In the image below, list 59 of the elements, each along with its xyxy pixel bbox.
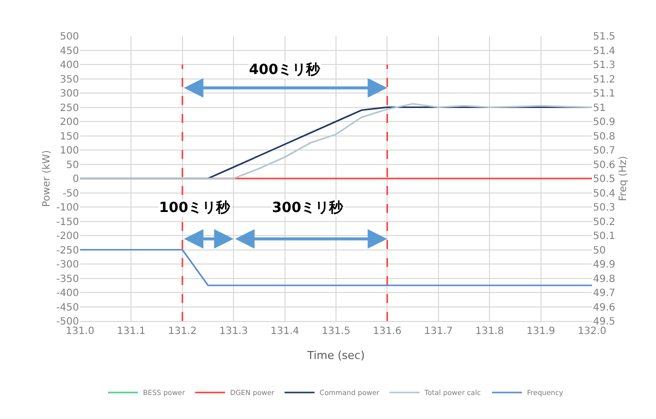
annotation: 300ミリ秒: [272, 200, 344, 216]
y-tick-label: 50: [66, 160, 79, 171]
y-tick-label: -350: [56, 274, 79, 285]
x-tick-label: 131.8: [475, 326, 504, 337]
annotation: 100ミリ秒: [159, 200, 232, 216]
x-tick-label: 131.1: [116, 326, 146, 337]
x-tick-label: 131.9: [526, 326, 556, 337]
y2-tick-label: 50.4: [593, 188, 616, 200]
y-tick-label: -150: [56, 216, 79, 228]
y-tick-label: -100: [56, 202, 79, 214]
y2-tick-label: 50.8: [593, 131, 616, 142]
x-tick-label: 131.4: [270, 326, 300, 337]
x-tick-label: 132.0: [578, 326, 606, 337]
y2-tick-label: 50.9: [593, 117, 616, 128]
y-tick-label: 250: [60, 102, 79, 114]
y2-tick-label: 50: [593, 245, 606, 256]
y2-tick-label: 51.4: [593, 46, 616, 57]
y2-tick-label: 51: [593, 102, 606, 114]
y-tick-label: 150: [60, 131, 79, 142]
y2-tick-label: 51.3: [593, 60, 616, 71]
y2-tick-label: 50.2: [593, 216, 616, 228]
y2-tick-label: 49.5: [593, 316, 616, 328]
y-tick-label: -200: [56, 231, 79, 242]
x-tick-label: 131.3: [219, 326, 248, 337]
y-tick-label: -300: [56, 260, 79, 270]
x-axis-title: Time (sec): [306, 349, 365, 362]
y-tick-label: 500: [60, 32, 79, 42]
y-tick-label: 450: [60, 46, 79, 57]
y-tick-label: -400: [56, 288, 79, 299]
y-tick-label: -250: [56, 245, 79, 256]
y2-tick-label: 50.5: [593, 174, 616, 185]
y-tick-label: 350: [60, 74, 79, 86]
y-tick-label: 0: [72, 174, 79, 185]
y-tick-label: 100: [60, 146, 79, 156]
y-tick-label: 300: [60, 88, 79, 100]
y2-tick-label: 51.2: [593, 74, 616, 86]
y2-axis-title: Freq (Hz): [618, 156, 629, 202]
y2-tick-label: 49.9: [593, 260, 616, 270]
y-tick-label: 400: [60, 60, 79, 71]
x-tick-label: 131.2: [168, 326, 197, 337]
y2-tick-label: 50.6: [593, 160, 616, 171]
x-tick-label: 131.7: [424, 326, 453, 337]
y2-tick-label: 49.8: [593, 274, 616, 285]
x-tick-label: 131.5: [322, 326, 350, 337]
y2-tick-label: 49.6: [593, 302, 616, 314]
x-tick-label: 131.0: [66, 326, 94, 337]
y-tick-label: -50: [62, 188, 79, 200]
y-tick-label: -450: [56, 302, 79, 314]
annotation: 400ミリ秒: [249, 62, 322, 78]
y-axis-title: Power (kW): [41, 150, 52, 207]
y2-tick-label: 49.7: [593, 288, 616, 299]
y2-tick-label: 51.5: [593, 32, 616, 42]
y-tick-label: 200: [60, 117, 79, 128]
y2-tick-label: 50.3: [593, 202, 616, 214]
y2-tick-label: 50.7: [593, 146, 616, 156]
y-tick-label: -500: [56, 316, 79, 328]
y2-tick-label: 50.1: [593, 231, 616, 242]
x-tick-label: 131.6: [372, 326, 402, 337]
y2-tick-label: 51.1: [593, 88, 616, 100]
